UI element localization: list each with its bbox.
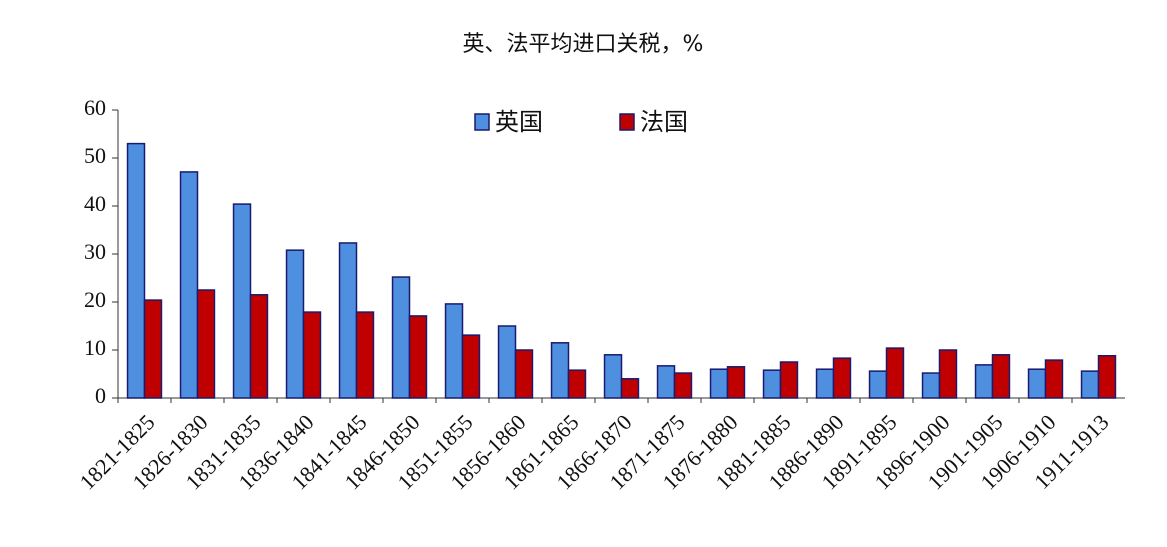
- y-tick-label: 50: [84, 143, 106, 168]
- bar: [938, 349, 958, 399]
- y-tick-label: 0: [95, 383, 106, 408]
- chart-title: 英、法平均进口关税，%: [463, 32, 704, 57]
- bar: [656, 365, 676, 399]
- bar: [126, 142, 146, 399]
- bar: [550, 342, 570, 399]
- bar: [179, 171, 199, 399]
- bar: [196, 289, 216, 399]
- bar: [1080, 370, 1100, 399]
- bar: [1044, 359, 1064, 399]
- legend-swatch: [619, 113, 635, 131]
- bar: [249, 294, 269, 399]
- bar: [709, 368, 729, 399]
- bar: [338, 242, 358, 399]
- bar: [567, 369, 587, 399]
- bar: [391, 276, 411, 399]
- bar: [673, 372, 693, 399]
- bar: [408, 315, 428, 399]
- bar: [302, 311, 322, 399]
- legend-swatch: [474, 113, 490, 131]
- bar: [885, 347, 905, 399]
- bar: [232, 203, 252, 399]
- bar: [991, 354, 1011, 399]
- bar: [514, 349, 534, 399]
- y-tick-label: 20: [84, 287, 106, 312]
- legend-label: 英国: [495, 108, 543, 136]
- bar: [815, 368, 835, 399]
- y-tick-label: 60: [84, 95, 106, 120]
- bar: [779, 361, 799, 399]
- bar: [726, 366, 746, 399]
- bar: [868, 370, 888, 399]
- bar: [444, 303, 464, 399]
- bar: [461, 334, 481, 399]
- y-tick-label: 10: [84, 335, 106, 360]
- bar: [143, 299, 163, 399]
- y-tick-label: 40: [84, 191, 106, 216]
- bar: [620, 378, 640, 399]
- bar: [603, 354, 623, 399]
- bar: [1097, 355, 1117, 399]
- bar: [921, 372, 941, 399]
- bar: [497, 325, 517, 399]
- y-tick-label: 30: [84, 239, 106, 264]
- bar: [974, 364, 994, 399]
- bar: [285, 249, 305, 399]
- legend-label: 法国: [640, 108, 688, 136]
- bar: [355, 311, 375, 399]
- bar: [762, 369, 782, 399]
- bar: [1027, 368, 1047, 399]
- bar: [832, 357, 852, 399]
